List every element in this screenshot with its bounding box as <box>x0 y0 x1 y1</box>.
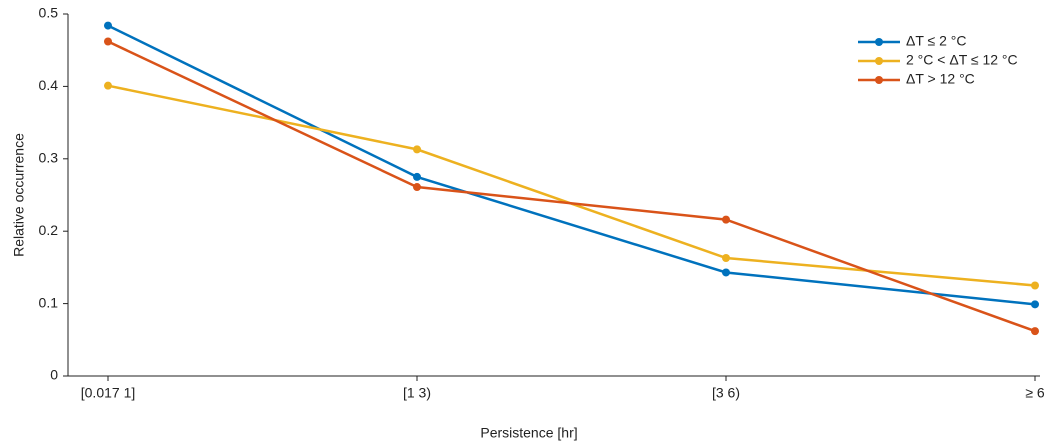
y-tick-label: 0.2 <box>39 222 59 238</box>
legend-marker <box>875 38 883 46</box>
point <box>104 21 112 30</box>
point <box>1031 281 1039 290</box>
y-tick-label: 0 <box>50 367 58 383</box>
series-line <box>107 24 1036 306</box>
series-line <box>107 40 1036 333</box>
point <box>1031 327 1039 336</box>
y-axis-label: Relative occurrence <box>11 133 27 257</box>
y-tick-label: 0.4 <box>39 77 59 93</box>
legend-label: ΔT > 12 °C <box>906 71 975 87</box>
x-tick-label: [3 6) <box>712 385 740 401</box>
point <box>722 253 730 262</box>
point <box>413 145 421 154</box>
legend-label: 2 °C < ΔT ≤ 12 °C <box>906 52 1018 68</box>
legend-label: ΔT ≤ 2 °C <box>906 33 967 49</box>
x-axis-label: Persistence [hr] <box>480 425 577 441</box>
point <box>104 81 112 90</box>
x-tick-label: [0.017 1] <box>81 385 136 401</box>
point <box>413 183 421 192</box>
point <box>104 37 112 46</box>
y-tick-label: 0.3 <box>39 150 59 166</box>
y-tick-label: 0.1 <box>39 294 59 310</box>
legend-marker <box>875 76 883 84</box>
series-line <box>107 84 1036 287</box>
point <box>722 215 730 224</box>
y-tick-label: 0.5 <box>39 5 59 21</box>
x-tick-label: [1 3) <box>403 385 431 401</box>
point <box>1031 300 1039 309</box>
point <box>413 172 421 181</box>
point <box>722 268 730 277</box>
x-tick-label: ≥ 6 <box>1025 385 1045 401</box>
legend-marker <box>875 57 883 65</box>
